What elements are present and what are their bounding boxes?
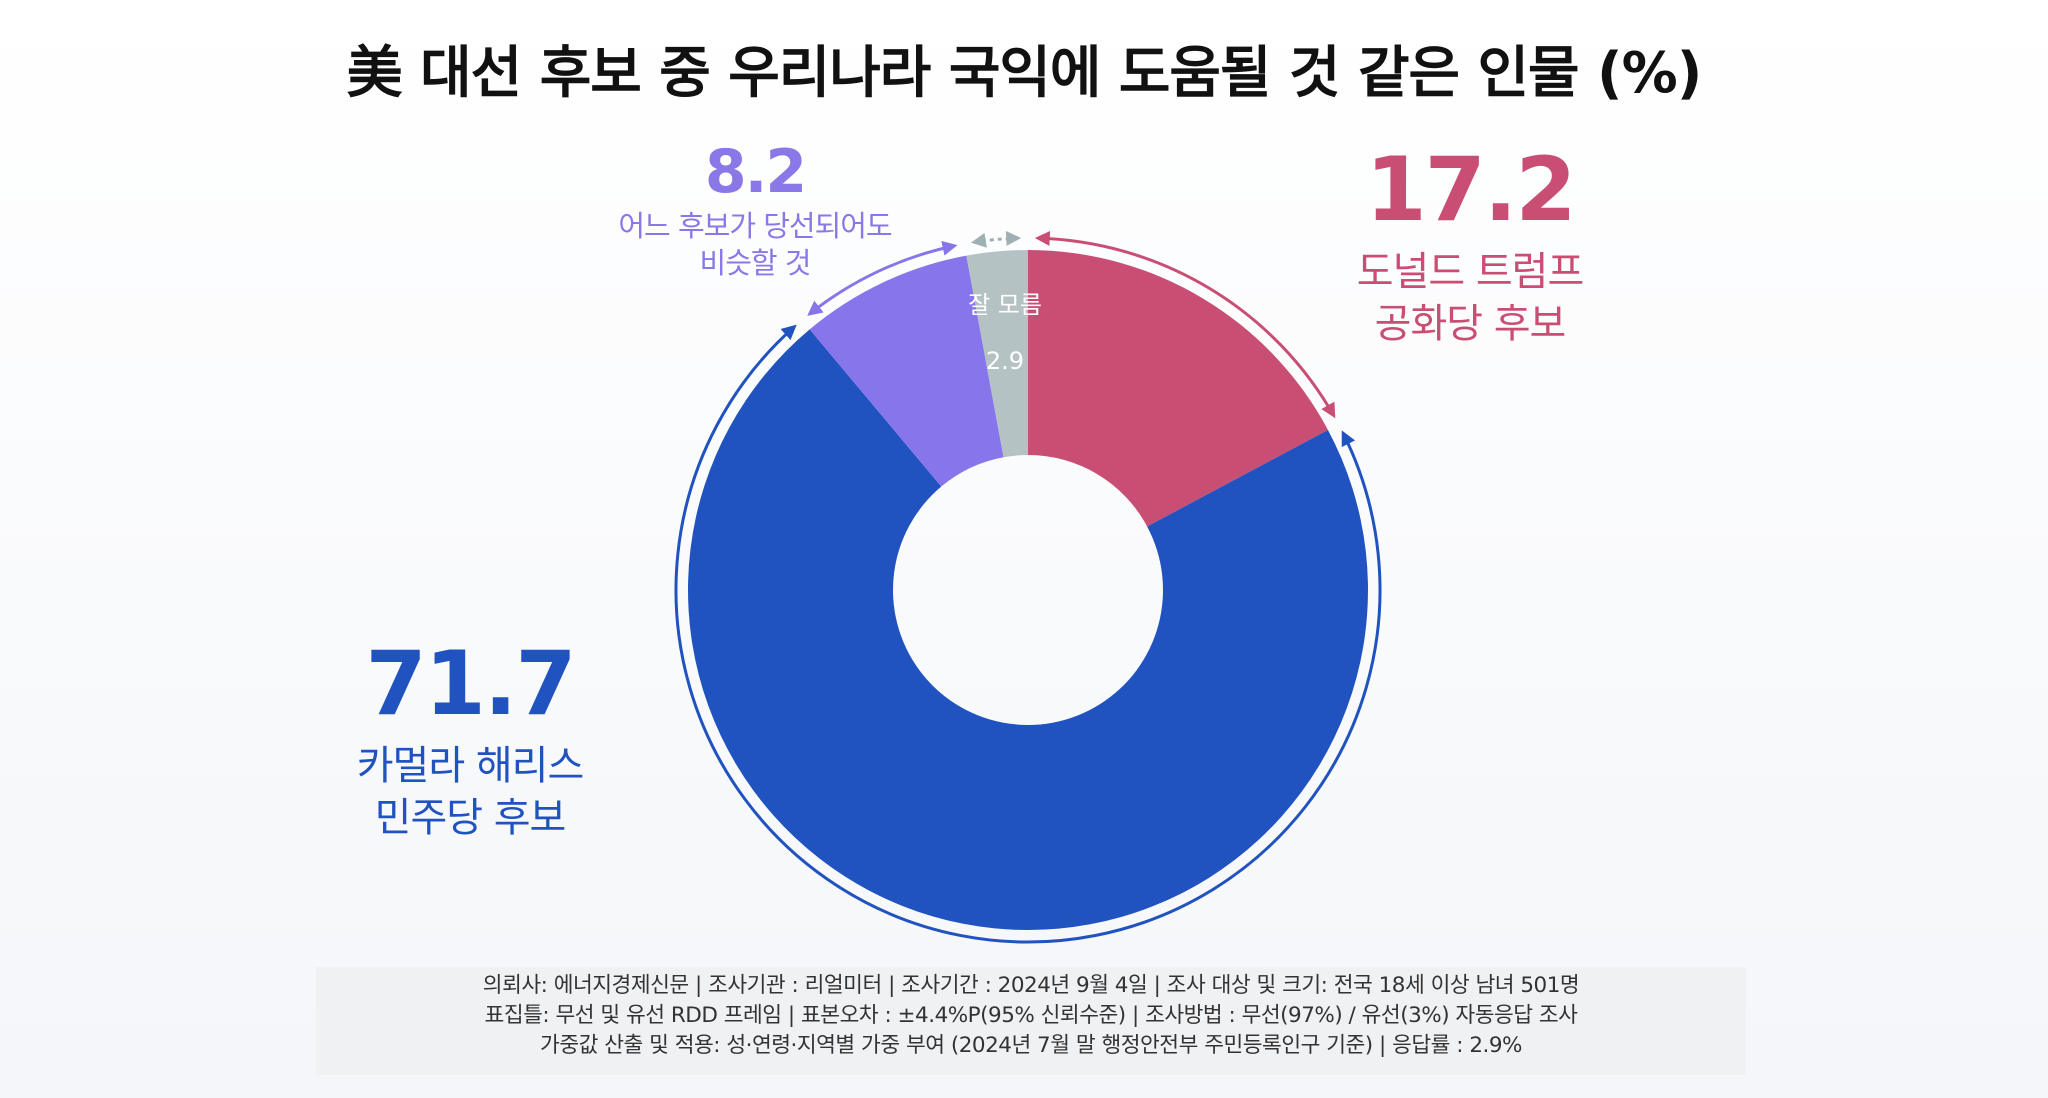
slice-harris [687, 329, 1368, 931]
label-trump: 17.2 도널드 트럼프 공화당 후보 [1300, 146, 1640, 350]
party-harris: 민주당 후보 [374, 795, 567, 841]
footnote-line2: 표집틀: 무선 및 유선 RDD 프레임 | 표본오차 : ±4.4%P(95%… [484, 1003, 1578, 1028]
label-similar: 8.2 어느 후보가 당선되어도 비슷할 것 [590, 142, 920, 282]
value-unknown: 2.9 [985, 347, 1025, 375]
party-trump: 공화당 후보 [1374, 301, 1567, 347]
footnote-line3: 가중값 산출 및 적용: 성·연령·지역별 가중 부여 (2024년 7월 말 … [540, 1033, 1522, 1058]
value-similar: 8.2 [704, 137, 807, 207]
desc-similar-line2: 비슷할 것 [699, 246, 812, 280]
value-trump: 17.2 [1365, 138, 1576, 241]
value-harris: 71.7 [365, 632, 576, 735]
range-arc-unknown [970, 230, 1022, 248]
name-trump: 도널드 트럼프 [1356, 249, 1585, 295]
footnote-line1: 의뢰사: 에너지경제신문 | 조사기관 : 리얼미터 | 조사기간 : 2024… [482, 973, 1580, 998]
desc-similar-line1: 어느 후보가 당선되어도 [618, 209, 892, 243]
range-arc-similar [807, 240, 958, 316]
slice-unknown [966, 250, 1028, 458]
label-harris: 71.7 카멀라 해리스 민주당 후보 [300, 640, 640, 844]
name-harris: 카멀라 해리스 [356, 743, 585, 789]
name-unknown: 잘 모름 [968, 291, 1042, 319]
label-unknown: 잘 모름 2.9 [940, 290, 1070, 376]
chart-title: 美 대선 후보 중 우리나라 국익에 도움될 것 같은 인물 (%) [346, 41, 1703, 106]
range-arc-harris [674, 324, 1382, 944]
survey-footnote: 의뢰사: 에너지경제신문 | 조사기관 : 리얼미터 | 조사기간 : 2024… [316, 967, 1746, 1075]
